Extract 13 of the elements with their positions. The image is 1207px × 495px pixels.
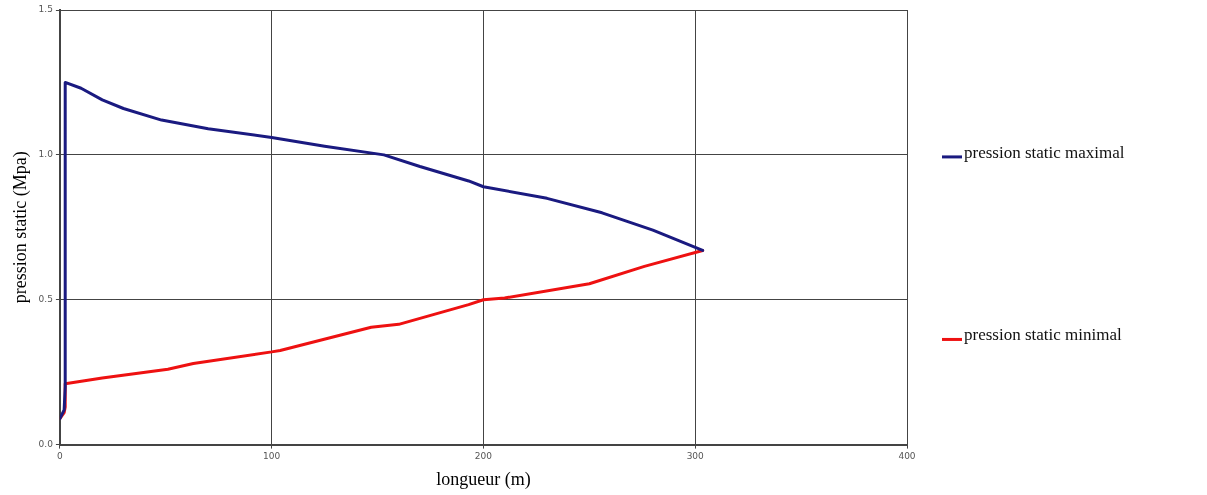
y-tick-label: 0.5 [38, 294, 53, 305]
x-tick-label: 300 [686, 451, 705, 462]
y-axis-title: pression static (Mpa) [9, 151, 31, 304]
x-axis-title: longueur (m) [436, 468, 531, 490]
x-tick-label: 0 [57, 451, 64, 462]
x-tick-label: 400 [898, 451, 916, 462]
x-tick-label: 200 [474, 451, 493, 462]
x-tick-label: 100 [263, 451, 281, 462]
legend-label: pression static maximal [964, 142, 1125, 162]
legend-label: pression static minimal [964, 325, 1122, 345]
y-tick-label: 1.5 [38, 4, 53, 15]
y-tick-label: 0.0 [38, 438, 54, 449]
y-tick-label: 1.0 [38, 149, 54, 160]
